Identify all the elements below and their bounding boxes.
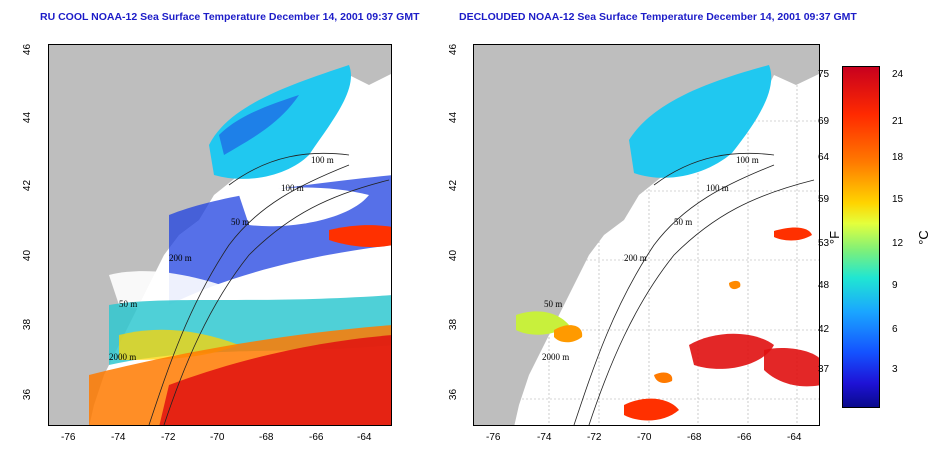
warm-eddy <box>329 225 391 248</box>
left-map-title: RU COOL NOAA-12 Sea Surface Temperature … <box>40 11 420 23</box>
y-tick-label: 44 <box>448 111 460 124</box>
right-map-canvas: 100 m 100 m 50 m 200 m 50 m 2000 m <box>474 45 819 425</box>
gulf-stream-patch <box>689 333 774 369</box>
coastal-cool-patch <box>516 311 569 335</box>
gulf-stream-patch <box>624 398 679 421</box>
celsius-tick-label: 6 <box>892 324 898 335</box>
temperature-colorbar <box>842 66 880 408</box>
contour-label: 100 m <box>311 155 334 165</box>
y-tick-label: 40 <box>448 249 460 262</box>
isobath-contour <box>653 152 775 186</box>
warm-eddy <box>774 227 812 241</box>
right-map-title: DECLOUDED NOAA-12 Sea Surface Temperatur… <box>459 11 857 23</box>
land-mass <box>474 45 819 425</box>
fahrenheit-tick-label: 69 <box>818 116 830 127</box>
x-tick-label: -64 <box>787 432 802 443</box>
contour-label: 50 m <box>231 217 249 227</box>
y-tick-label: 36 <box>448 388 460 401</box>
celsius-tick-label: 9 <box>892 280 898 291</box>
contour-label: 200 m <box>169 253 192 263</box>
x-tick-label: -68 <box>687 432 702 443</box>
x-tick-label: -66 <box>309 432 324 443</box>
celsius-tick-label: 24 <box>892 69 904 80</box>
contour-label: 2000 m <box>109 352 136 362</box>
x-tick-label: -74 <box>111 432 126 443</box>
fahrenheit-tick-label: 59 <box>818 194 830 205</box>
contour-label: 200 m <box>624 253 647 263</box>
fahrenheit-tick-label: 53 <box>818 238 830 249</box>
isobath-contour <box>573 164 775 425</box>
x-tick-label: -68 <box>259 432 274 443</box>
isobath-contour <box>228 152 350 186</box>
contour-label: 100 m <box>281 183 304 193</box>
celsius-tick-label: 3 <box>892 364 898 375</box>
x-tick-label: -64 <box>357 432 372 443</box>
fahrenheit-tick-label: 75 <box>818 69 830 80</box>
gulf-of-maine-cool-water <box>209 65 351 179</box>
y-tick-label: 38 <box>448 318 460 331</box>
fahrenheit-tick-label: 64 <box>818 152 830 163</box>
left-sst-map: 100 m 100 m 50 m 200 m 50 m 2000 m <box>48 44 392 426</box>
y-tick-label: 46 <box>448 43 460 56</box>
celsius-unit: °C <box>915 230 931 245</box>
left-map-canvas: 100 m 100 m 50 m 200 m 50 m 2000 m <box>49 45 391 425</box>
y-tick-label: 42 <box>22 179 34 192</box>
x-tick-label: -70 <box>637 432 652 443</box>
contour-label: 50 m <box>674 217 692 227</box>
gulf-of-maine-cold-edge <box>219 95 299 155</box>
celsius-tick-label: 12 <box>892 238 904 249</box>
celsius-tick-label: 18 <box>892 152 904 163</box>
y-tick-label: 42 <box>448 179 460 192</box>
x-tick-label: -70 <box>210 432 225 443</box>
contour-label: 50 m <box>544 299 562 309</box>
contour-label: 100 m <box>706 183 729 193</box>
y-tick-label: 40 <box>22 249 34 262</box>
fahrenheit-unit: °F <box>827 230 843 245</box>
right-sst-map: 100 m 100 m 50 m 200 m 50 m 2000 m <box>473 44 820 426</box>
gulf-stream-hot <box>159 335 391 425</box>
x-tick-label: -72 <box>161 432 176 443</box>
contour-label: 50 m <box>119 299 137 309</box>
x-tick-label: -76 <box>486 432 501 443</box>
y-tick-label: 46 <box>22 43 34 56</box>
y-tick-label: 36 <box>22 388 34 401</box>
gulf-stream-patch <box>764 348 819 387</box>
gulf-of-maine-cool-water <box>629 65 772 178</box>
contour-label: 2000 m <box>542 352 569 362</box>
isobath-contour <box>163 179 390 425</box>
celsius-tick-label: 15 <box>892 194 904 205</box>
isobath-contour <box>588 179 815 425</box>
land-nova-scotia <box>299 45 391 80</box>
x-tick-label: -66 <box>737 432 752 443</box>
celsius-tick-label: 21 <box>892 116 904 127</box>
isobath-contour <box>148 164 350 425</box>
x-tick-label: -72 <box>587 432 602 443</box>
cloud-patch <box>239 187 369 227</box>
y-tick-label: 38 <box>22 318 34 331</box>
y-tick-label: 44 <box>22 111 34 124</box>
land-mass <box>49 45 391 425</box>
fahrenheit-tick-label: 42 <box>818 324 830 335</box>
fahrenheit-tick-label: 48 <box>818 280 830 291</box>
x-tick-label: -74 <box>537 432 552 443</box>
contour-label: 100 m <box>736 155 759 165</box>
coastal-warm-patch <box>554 325 583 343</box>
x-tick-label: -76 <box>61 432 76 443</box>
small-warm-spot <box>729 280 741 290</box>
gulf-stream-patch <box>654 372 673 383</box>
fahrenheit-tick-label: 37 <box>818 364 830 375</box>
